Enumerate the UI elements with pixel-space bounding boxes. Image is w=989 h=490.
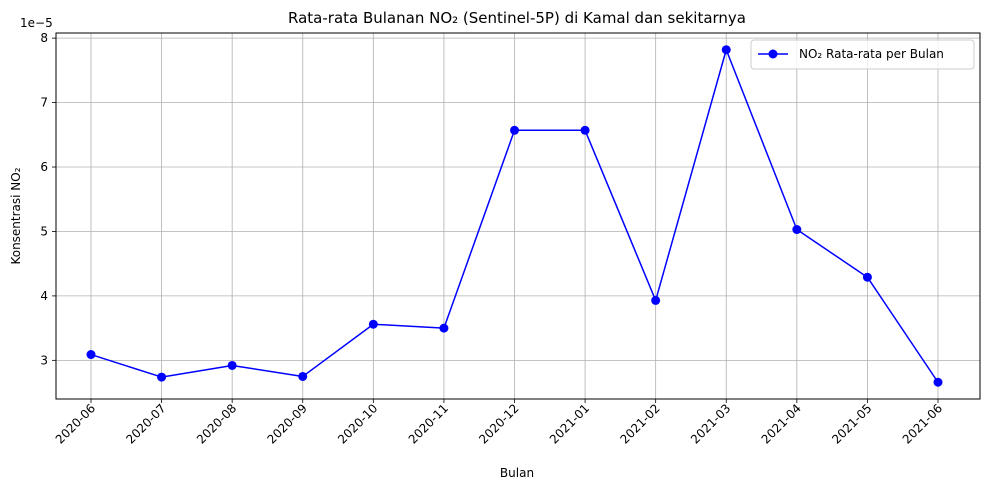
y-tick-label: 6 xyxy=(40,160,48,174)
data-point xyxy=(933,377,943,387)
series-layer xyxy=(86,45,943,387)
legend: NO₂ Rata-rata per Bulan xyxy=(750,39,975,70)
data-point xyxy=(86,350,96,360)
data-point xyxy=(862,272,872,282)
data-point xyxy=(439,323,449,333)
y-tick-label: 8 xyxy=(40,31,48,45)
chart-title: Rata-rata Bulanan NO₂ (Sentinel-5P) di K… xyxy=(288,9,746,27)
data-point xyxy=(157,372,167,382)
grid xyxy=(56,33,980,399)
plot-area-frame xyxy=(55,32,981,400)
y-tick-label: 5 xyxy=(40,224,48,238)
data-point xyxy=(792,225,802,235)
data-point xyxy=(651,295,661,305)
y-axis-offset-label: 1e−5 xyxy=(20,16,53,30)
legend-box xyxy=(750,39,975,70)
y-tick-label: 3 xyxy=(40,353,48,367)
data-point xyxy=(580,125,590,135)
x-axis-label: Bulan xyxy=(500,466,534,480)
y-tick-label: 7 xyxy=(40,96,48,110)
data-point xyxy=(721,45,731,55)
y-tick-label: 4 xyxy=(40,289,48,303)
data-point xyxy=(368,319,378,329)
data-point xyxy=(510,125,519,135)
data-point xyxy=(227,360,237,370)
data-point xyxy=(298,371,308,381)
legend-marker-swatch xyxy=(768,49,778,59)
legend-entry-label: NO₂ Rata-rata per Bulan xyxy=(799,47,944,61)
y-axis-label: Konsentrasi NO₂ xyxy=(9,167,23,264)
